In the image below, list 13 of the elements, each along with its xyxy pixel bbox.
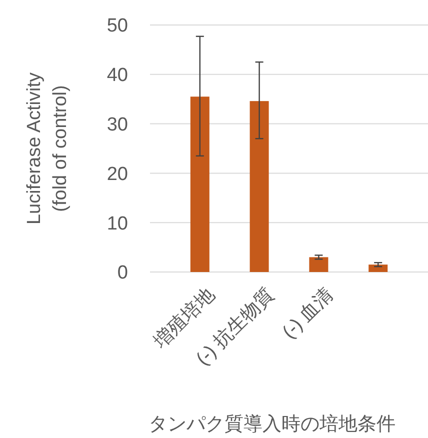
x-axis-title: タンパク質導入時の培地条件 bbox=[148, 413, 396, 435]
y-tick-label: 30 bbox=[106, 114, 128, 136]
y-tick-label: 20 bbox=[106, 164, 128, 185]
y-tick-label: 10 bbox=[106, 213, 128, 234]
y-tick-label: 50 bbox=[106, 16, 128, 37]
bar bbox=[368, 264, 388, 272]
x-tick-label: (-) 血清 bbox=[278, 284, 338, 343]
bar bbox=[309, 257, 328, 272]
y-axis-title: Luciferase Activity (fold of control) bbox=[24, 72, 71, 225]
y-tick-label: 40 bbox=[106, 65, 128, 86]
bar bbox=[250, 101, 269, 272]
bar bbox=[190, 96, 210, 272]
y-tick-label: 0 bbox=[117, 262, 128, 284]
